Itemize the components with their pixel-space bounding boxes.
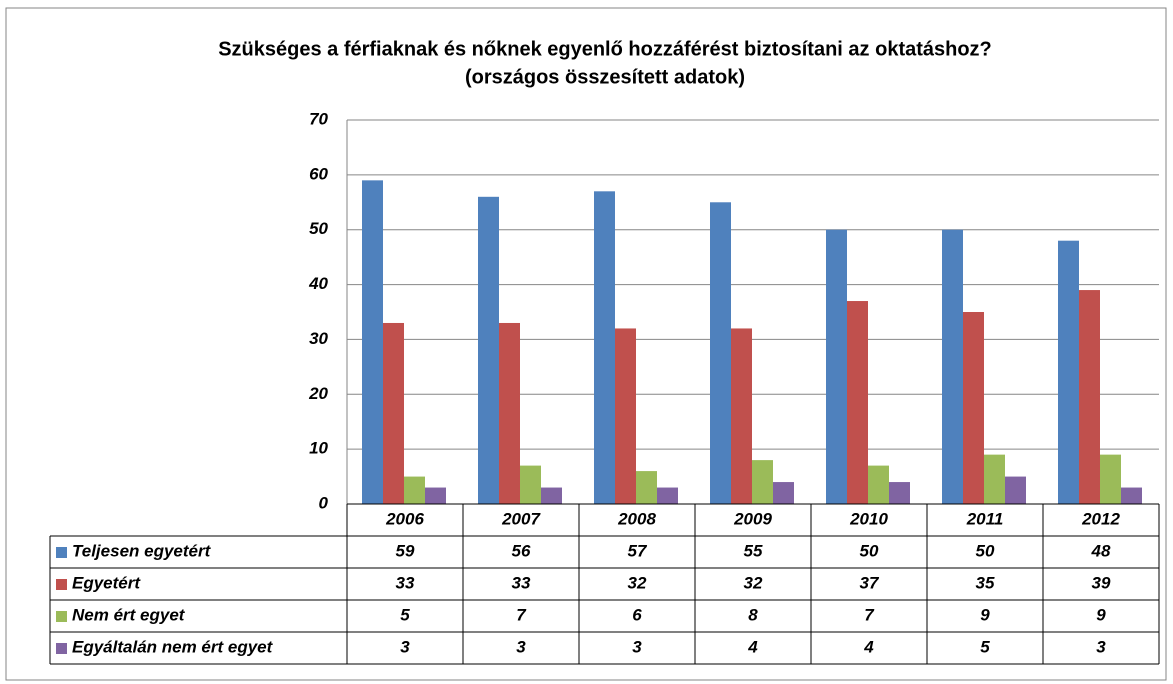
- y-tick-label: 0: [319, 493, 329, 512]
- bar: [636, 471, 657, 504]
- x-tick-label: 2006: [385, 509, 424, 528]
- bar: [383, 322, 404, 504]
- x-tick-label: 2008: [617, 509, 656, 528]
- table-cell: 33: [396, 573, 415, 592]
- bar: [1100, 454, 1121, 504]
- table-cell: 57: [628, 541, 648, 560]
- bar: [773, 482, 794, 504]
- bar: [963, 312, 984, 504]
- table-cell: 7: [864, 605, 875, 624]
- table-cell: 35: [976, 573, 995, 592]
- bar: [984, 454, 1005, 504]
- bar: [1079, 290, 1100, 504]
- table-cell: 50: [860, 541, 879, 560]
- table-cell: 3: [400, 637, 410, 656]
- table-cell: 3: [632, 637, 642, 656]
- table-cell: 3: [516, 637, 526, 656]
- table-cell: 37: [860, 573, 880, 592]
- table-cell: 48: [1091, 541, 1111, 560]
- table-cell: 4: [747, 637, 758, 656]
- bar: [731, 328, 752, 504]
- table-cell: 9: [980, 605, 990, 624]
- bar: [752, 460, 773, 504]
- table-cell: 33: [512, 573, 531, 592]
- legend-label: Egyetért: [72, 573, 141, 592]
- y-tick-label: 10: [309, 439, 328, 458]
- y-tick-label: 70: [309, 109, 328, 128]
- chart-title: Szükséges a férfiaknak és nőknek egyenlő…: [218, 38, 992, 60]
- y-tick-label: 20: [308, 384, 328, 403]
- chart-subtitle: (országos összesített adatok): [465, 66, 745, 88]
- legend-swatch: [56, 643, 67, 654]
- bar: [826, 229, 847, 504]
- bar: [1005, 476, 1026, 504]
- y-tick-label: 50: [309, 219, 328, 238]
- bar: [362, 180, 383, 505]
- bar: [942, 229, 963, 504]
- table-cell: 4: [863, 637, 874, 656]
- table-cell: 59: [396, 541, 415, 560]
- legend-swatch: [56, 547, 67, 558]
- bar: [615, 328, 636, 504]
- table-cell: 8: [748, 605, 758, 624]
- bar: [478, 196, 499, 505]
- bar: [404, 476, 425, 504]
- legend-label: Egyáltalán nem ért egyet: [72, 637, 274, 656]
- y-tick-label: 30: [309, 329, 328, 348]
- bar: [710, 202, 731, 505]
- table-cell: 9: [1096, 605, 1106, 624]
- y-tick-label: 40: [308, 274, 328, 293]
- x-tick-label: 2007: [501, 509, 541, 528]
- bar: [499, 322, 520, 504]
- bar: [1058, 240, 1079, 504]
- legend-swatch: [56, 579, 67, 590]
- table-cell: 32: [628, 573, 647, 592]
- table-cell: 39: [1092, 573, 1111, 592]
- bar: [520, 465, 541, 504]
- table-cell: 3: [1096, 637, 1106, 656]
- legend-label: Teljesen egyetért: [72, 541, 212, 560]
- x-tick-label: 2012: [1081, 509, 1120, 528]
- table-cell: 7: [516, 605, 527, 624]
- bar: [1121, 487, 1142, 504]
- table-cell: 50: [976, 541, 995, 560]
- bar: [847, 301, 868, 504]
- bar: [425, 487, 446, 504]
- table-cell: 32: [744, 573, 763, 592]
- table-cell: 56: [512, 541, 531, 560]
- y-tick-label: 60: [309, 164, 328, 183]
- bar: [594, 191, 615, 505]
- x-tick-label: 2009: [733, 509, 772, 528]
- table-cell: 55: [744, 541, 763, 560]
- x-tick-label: 2011: [966, 509, 1004, 528]
- bar: [541, 487, 562, 504]
- bar: [868, 465, 889, 504]
- table-cell: 5: [400, 605, 410, 624]
- bar: [657, 487, 678, 504]
- legend-label: Nem ért egyet: [72, 605, 186, 624]
- bar: [889, 482, 910, 504]
- table-cell: 6: [632, 605, 642, 624]
- table-cell: 5: [980, 637, 990, 656]
- x-tick-label: 2010: [849, 509, 888, 528]
- legend-swatch: [56, 611, 67, 622]
